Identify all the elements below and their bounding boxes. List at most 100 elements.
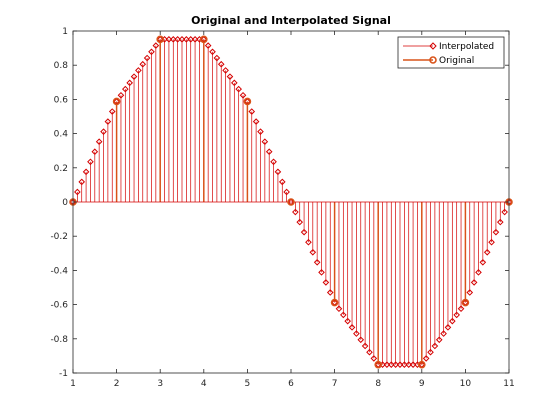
original-marker xyxy=(287,198,295,206)
interpolated-marker xyxy=(392,361,399,368)
interpolated-marker xyxy=(348,324,356,331)
y-tick-label: 0.8 xyxy=(54,61,69,71)
y-tick-label: -0.4 xyxy=(50,266,68,276)
interpolated-marker xyxy=(422,355,430,362)
interpolated-marker xyxy=(357,336,365,344)
legend-interpolated-label: Interpolated xyxy=(439,42,494,52)
interpolated-marker xyxy=(278,178,286,186)
interpolated-marker xyxy=(74,188,81,196)
original-marker xyxy=(417,360,426,369)
interpolated-marker xyxy=(270,158,277,166)
interpolated-marker xyxy=(453,311,460,319)
interpolated-marker xyxy=(209,48,216,56)
interpolated-marker xyxy=(344,317,351,325)
x-tick-label: 6 xyxy=(288,379,294,389)
original-marker xyxy=(112,97,121,106)
interpolated-marker xyxy=(169,36,177,43)
tick-labels-layer: 1 2 3 4 5 6 7 8 9 10 11 -1 -0.8 -0.6 -0.4 -0.2 0 0.2 0.4 0.… xyxy=(50,27,514,389)
y-tick-label: 0 xyxy=(62,198,68,208)
interpolated-marker xyxy=(318,269,325,276)
interpolated-marker xyxy=(296,218,304,226)
interpolated-marker xyxy=(401,361,408,368)
interpolated-marker xyxy=(305,238,312,246)
original-marker xyxy=(330,298,339,307)
interpolated-marker xyxy=(204,42,212,49)
interpolated-marker xyxy=(370,355,378,362)
interpolated-marker xyxy=(78,178,86,186)
legend-original-label: Original xyxy=(439,56,474,66)
interpolated-marker xyxy=(449,317,456,325)
interpolated-marker xyxy=(187,36,195,43)
interpolated-marker xyxy=(466,289,474,296)
interpolated-marker xyxy=(405,361,413,368)
interpolated-marker xyxy=(396,361,404,368)
interpolated-marker xyxy=(257,128,264,135)
interpolated-marker xyxy=(492,228,500,236)
x-tick-label: 10 xyxy=(460,379,472,389)
interpolated-marker xyxy=(248,108,256,115)
x-tick-label: 4 xyxy=(201,379,207,389)
original-marker xyxy=(200,35,208,44)
x-tick-label: 7 xyxy=(332,379,338,389)
stems-layer xyxy=(73,39,509,365)
interpolated-marker xyxy=(383,361,391,368)
x-tick-label: 11 xyxy=(503,379,514,389)
y-tick-label: -1 xyxy=(59,369,68,379)
interpolated-marker xyxy=(139,60,147,68)
x-tick-label: 5 xyxy=(245,379,251,389)
interpolated-marker xyxy=(274,168,282,176)
interpolated-marker xyxy=(431,342,439,350)
interpolated-marker xyxy=(440,330,447,337)
interpolated-marker xyxy=(135,67,142,74)
interpolated-marker xyxy=(222,67,229,74)
interpolated-marker xyxy=(82,168,90,176)
interpolated-marker xyxy=(130,73,138,80)
interpolated-marker xyxy=(340,311,347,319)
chart-title: Original and Interpolated Signal xyxy=(191,14,391,27)
interpolated-marker xyxy=(191,36,199,43)
interpolated-marker xyxy=(217,60,225,68)
interpolated-marker xyxy=(239,91,247,99)
interpolated-marker xyxy=(488,238,495,246)
interpolated-marker xyxy=(309,248,317,256)
axes-layer xyxy=(72,30,510,374)
interpolated-marker xyxy=(261,138,269,145)
interpolated-marker xyxy=(95,138,103,145)
y-tick-label: 0.4 xyxy=(54,130,69,140)
x-tick-label: 2 xyxy=(114,379,120,389)
y-tick-label: 0.6 xyxy=(54,95,69,105)
interpolated-marker xyxy=(126,79,133,87)
legend-box xyxy=(397,36,505,69)
interpolated-marker xyxy=(322,279,330,286)
interpolated-marker xyxy=(292,208,299,216)
x-tick-label: 8 xyxy=(375,379,381,389)
interpolated-marker xyxy=(265,148,273,156)
y-tick-label: 0.2 xyxy=(54,164,68,174)
interpolated-marker xyxy=(226,73,234,80)
interpolated-marker xyxy=(300,228,308,236)
interpolated-marker xyxy=(353,330,360,337)
interpolated-marker xyxy=(483,248,491,256)
interpolated-marker xyxy=(479,259,487,266)
interpolated-marker xyxy=(87,158,94,166)
interpolated-marker xyxy=(91,148,99,156)
interpolated-marker xyxy=(100,128,107,135)
interpolated-marker xyxy=(387,361,395,368)
legend-interpolated-marker xyxy=(429,42,437,50)
x-tick-label: 3 xyxy=(157,379,163,389)
interpolated-marker xyxy=(165,36,173,43)
interpolated-marker xyxy=(326,289,334,296)
interpolated-marker xyxy=(235,85,242,93)
interpolated-marker xyxy=(108,108,116,115)
interpolated-marker xyxy=(427,348,434,356)
interpolated-marker xyxy=(444,324,452,331)
interpolated-marker xyxy=(475,269,482,276)
legend: Interpolated Original xyxy=(397,36,505,69)
original-marker xyxy=(461,298,470,307)
interpolated-marker xyxy=(435,336,443,344)
interpolated-marker xyxy=(496,218,504,226)
y-tick-label: -0.8 xyxy=(50,335,68,345)
interpolated-marker xyxy=(313,259,321,266)
x-tick-label: 1 xyxy=(70,379,76,389)
interpolated-marker xyxy=(178,36,186,43)
